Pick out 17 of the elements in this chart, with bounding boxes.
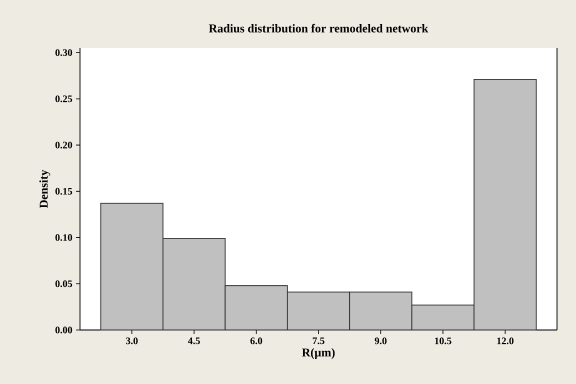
x-tick-label: 6.0 [250, 338, 262, 344]
x-tick-label: 10.5 [435, 338, 452, 344]
y-tick-label: 0.00 [55, 326, 72, 334]
y-tick-label: 0.30 [55, 49, 72, 56]
x-tick-label: 9.0 [374, 338, 387, 344]
y-tick-label: 0.05 [55, 280, 72, 288]
x-tick-label: 7.5 [312, 338, 324, 344]
y-tick-label: 0.15 [55, 188, 72, 195]
y-tick-label: 0.25 [55, 95, 72, 102]
x-axis-title: R(µm) [302, 348, 335, 359]
y-tick-label: 0.20 [55, 142, 72, 148]
y-tick-label: 0.10 [55, 234, 72, 241]
x-tick-label: 12.0 [497, 338, 514, 344]
chart-title: Radius distribution for remodeled network [208, 24, 428, 32]
x-tick-label: 4.5 [188, 338, 200, 344]
x-tick-label: 3.0 [126, 338, 138, 344]
y-axis-title: Density [39, 170, 50, 208]
